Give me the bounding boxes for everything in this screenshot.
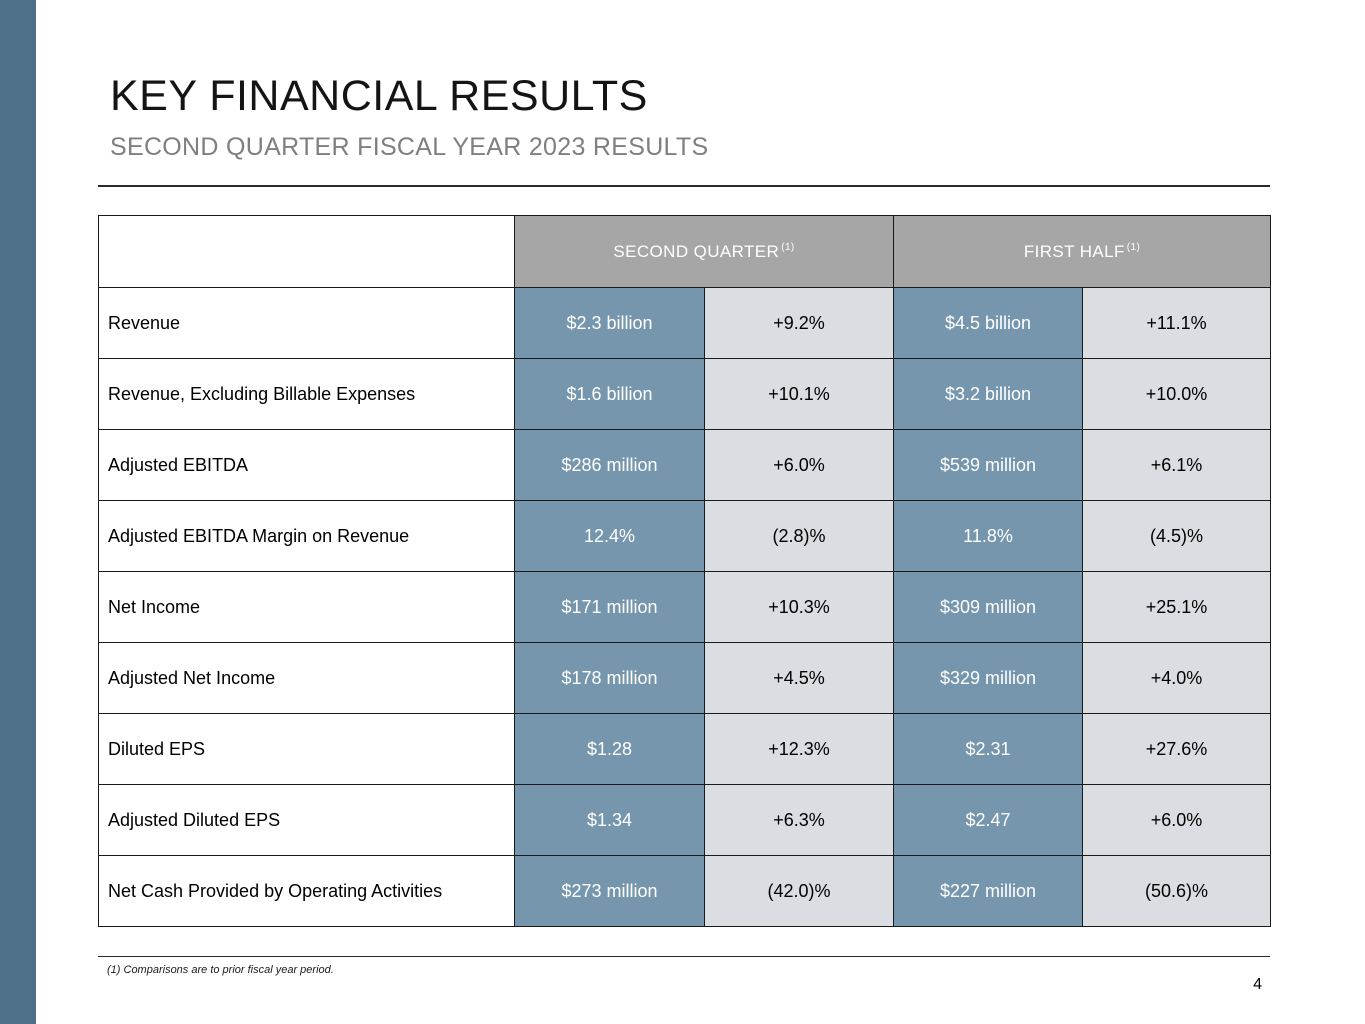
q2-change-cell: (2.8)%	[703, 500, 895, 572]
h1-change-cell: (50.6)%	[1082, 855, 1272, 927]
h1-change-cell: +4.0%	[1082, 642, 1272, 714]
row-label: Adjusted EBITDA Margin on Revenue	[98, 500, 515, 572]
h1-change-cell: +25.1%	[1082, 571, 1272, 643]
row-label: Adjusted Net Income	[98, 642, 515, 714]
h1-change-cell: +10.0%	[1082, 358, 1272, 430]
q2-value-cell: $1.28	[514, 713, 705, 785]
h1-value-cell: 11.8%	[893, 500, 1084, 572]
table-row: Revenue $2.3 billion +9.2% $4.5 billion …	[98, 287, 1272, 359]
q2-value-cell: $1.34	[514, 784, 705, 856]
column-group-first-half: FIRST HALF (1)	[893, 215, 1272, 288]
h1-value-cell: $4.5 billion	[893, 287, 1084, 359]
corner-cell	[98, 215, 515, 288]
row-label: Net Cash Provided by Operating Activitie…	[98, 855, 515, 927]
q2-change-cell: +6.3%	[703, 784, 895, 856]
table-row: Adjusted Net Income $178 million +4.5% $…	[98, 642, 1272, 714]
h1-value-cell: $309 million	[893, 571, 1084, 643]
q2-change-cell: +10.3%	[703, 571, 895, 643]
footnote-divider	[98, 956, 1270, 957]
h1-value-cell: $539 million	[893, 429, 1084, 501]
page-subtitle: SECOND QUARTER FISCAL YEAR 2023 RESULTS	[110, 133, 709, 161]
row-label: Adjusted Diluted EPS	[98, 784, 515, 856]
row-label: Net Income	[98, 571, 515, 643]
row-label: Diluted EPS	[98, 713, 515, 785]
page-title: KEY FINANCIAL RESULTS	[110, 72, 648, 120]
row-label: Revenue	[98, 287, 515, 359]
h1-value-cell: $227 million	[893, 855, 1084, 927]
table-row: Net Income $171 million +10.3% $309 mill…	[98, 571, 1272, 643]
h1-change-cell: (4.5)%	[1082, 500, 1272, 572]
table-row: Adjusted EBITDA Margin on Revenue 12.4% …	[98, 500, 1272, 572]
column-group-label: FIRST HALF	[1023, 241, 1125, 261]
q2-change-cell: +4.5%	[703, 642, 895, 714]
h1-change-cell: +11.1%	[1082, 287, 1272, 359]
table-row: Net Cash Provided by Operating Activitie…	[98, 855, 1272, 927]
footnote-marker: (1)	[1126, 241, 1141, 253]
q2-value-cell: $1.6 billion	[514, 358, 705, 430]
q2-value-cell: $171 million	[514, 571, 705, 643]
column-group-second-quarter: SECOND QUARTER (1)	[513, 215, 895, 288]
row-label: Adjusted EBITDA	[98, 429, 515, 501]
h1-change-cell: +6.0%	[1082, 784, 1272, 856]
h1-value-cell: $329 million	[893, 642, 1084, 714]
footnote-text: (1) Comparisons are to prior fiscal year…	[107, 964, 334, 976]
page-number: 4	[1253, 976, 1262, 993]
q2-value-cell: $178 million	[514, 642, 705, 714]
table-row: Diluted EPS $1.28 +12.3% $2.31 +27.6%	[98, 713, 1272, 785]
h1-value-cell: $2.47	[893, 784, 1084, 856]
financial-results-table: SECOND QUARTER (1) FIRST HALF (1) Revenue …	[98, 215, 1272, 927]
q2-value-cell: $273 million	[514, 855, 705, 927]
h1-change-cell: +27.6%	[1082, 713, 1272, 785]
q2-value-cell: $286 million	[514, 429, 705, 501]
table-row: Adjusted EBITDA $286 million +6.0% $539 …	[98, 429, 1272, 501]
row-label: Revenue, Excluding Billable Expenses	[98, 358, 515, 430]
financial-results-table-wrapper: SECOND QUARTER (1) FIRST HALF (1) Revenue …	[98, 215, 1272, 927]
q2-value-cell: 12.4%	[514, 500, 705, 572]
h1-value-cell: $3.2 billion	[893, 358, 1084, 430]
slide-accent-bar	[0, 0, 36, 1024]
title-divider	[98, 185, 1270, 187]
h1-change-cell: +6.1%	[1082, 429, 1272, 501]
q2-change-cell: +10.1%	[703, 358, 895, 430]
column-group-label: SECOND QUARTER	[613, 241, 780, 261]
q2-change-cell: (42.0)%	[703, 855, 895, 927]
h1-value-cell: $2.31	[893, 713, 1084, 785]
table-row: Revenue, Excluding Billable Expenses $1.…	[98, 358, 1272, 430]
q2-value-cell: $2.3 billion	[514, 287, 705, 359]
table-row: Adjusted Diluted EPS $1.34 +6.3% $2.47 +…	[98, 784, 1272, 856]
footnote-marker: (1)	[781, 241, 795, 253]
q2-change-cell: +9.2%	[703, 287, 895, 359]
q2-change-cell: +6.0%	[703, 429, 895, 501]
table-header-row: SECOND QUARTER (1) FIRST HALF (1)	[98, 215, 1272, 288]
q2-change-cell: +12.3%	[703, 713, 895, 785]
